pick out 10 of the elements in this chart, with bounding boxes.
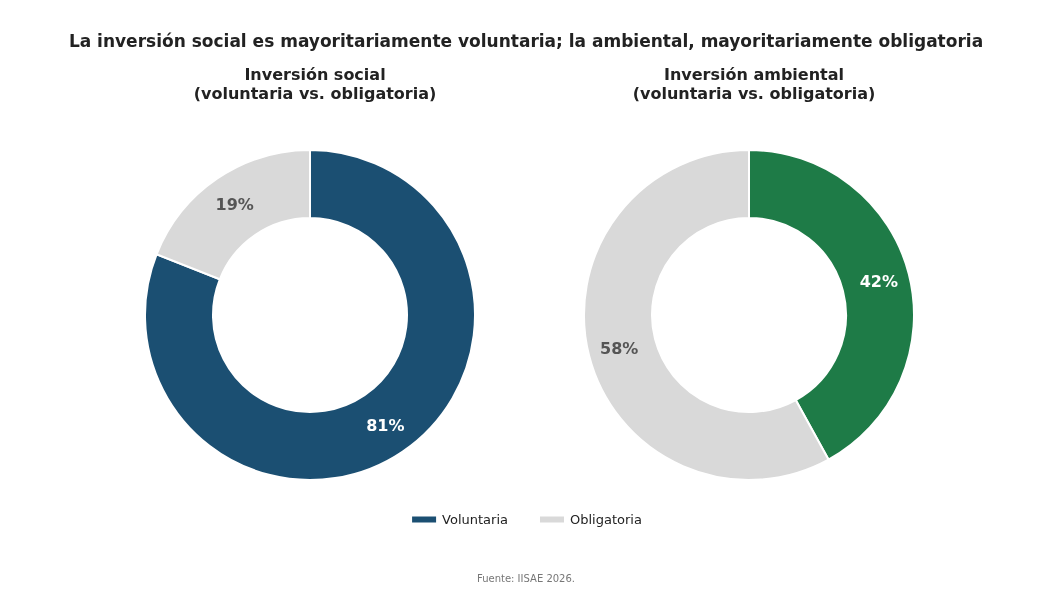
source-note: Fuente: IISAE 2026. [476,572,576,584]
data-label: 58% [600,338,639,358]
chart-title: Inversión ambiental (voluntaria vs. obligatoria) [632,65,876,103]
chart-title: La inversión social es mayoritariamente voluntaria; la ambiental, mayoritariamente obligatoria [68,30,984,51]
data-label: 19% [215,194,254,214]
chart-subtitle: Inversión social (voluntaria vs. obligatoria) [193,65,437,103]
data-label: 81% [366,416,405,436]
data-label: 42% [859,272,898,292]
legend-label: Voluntaria [442,512,509,527]
legend-label: Obligatoria [570,512,642,527]
